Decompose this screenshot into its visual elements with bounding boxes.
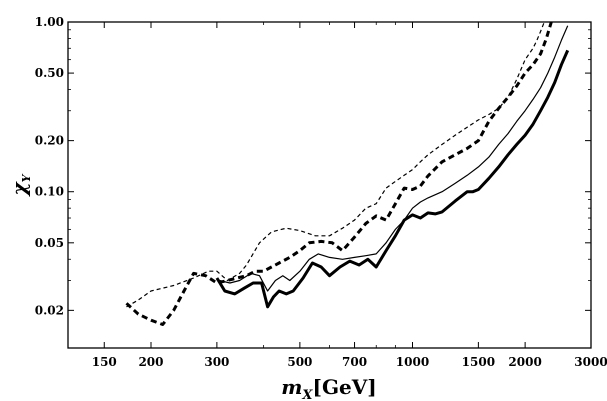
- x-axis-title-unit: [GeV]: [313, 375, 377, 399]
- x-tick-label-1000: 1000: [396, 355, 429, 369]
- x-tick-label-2000: 2000: [508, 355, 541, 369]
- x-axis-title-sub: X: [301, 388, 313, 401]
- y-tick-label-0.05: 0.05: [35, 236, 64, 250]
- x-axis-title: mX[GeV]: [281, 375, 377, 401]
- x-tick-label-700: 700: [342, 355, 367, 369]
- y-axis-title-group: χY: [7, 173, 33, 197]
- x-tick-label-150: 150: [92, 355, 117, 369]
- x-tick-label-3000: 3000: [574, 355, 607, 369]
- y-axis-title: χY: [7, 173, 33, 197]
- series-thin-solid: [219, 25, 569, 292]
- series-thick-dashed: [125, 21, 553, 326]
- x-tick-label-500: 500: [287, 355, 312, 369]
- series-thick-solid: [215, 49, 570, 309]
- plot-frame: [67, 21, 592, 349]
- axis-ticks: 150 200 300 500 700 1000 1500 2000 3000 0.02 0.05 0…: [35, 15, 607, 369]
- x-tick-label-1500: 1500: [462, 355, 495, 369]
- y-tick-label-0.5: 0.50: [35, 66, 64, 80]
- y-axis-title-sub: Y: [20, 173, 33, 182]
- series-group: [125, 21, 570, 326]
- y-tick-label-0.1: 0.10: [35, 185, 64, 199]
- y-tick-label-1: 1.00: [35, 15, 64, 29]
- y-axis-title-base: χ: [7, 181, 31, 198]
- x-tick-label-200: 200: [138, 355, 163, 369]
- x-axis-title-base: m: [281, 375, 302, 399]
- x-tick-label-300: 300: [204, 355, 229, 369]
- y-tick-label-0.2: 0.20: [35, 134, 64, 148]
- y-tick-label-0.02: 0.02: [35, 303, 64, 317]
